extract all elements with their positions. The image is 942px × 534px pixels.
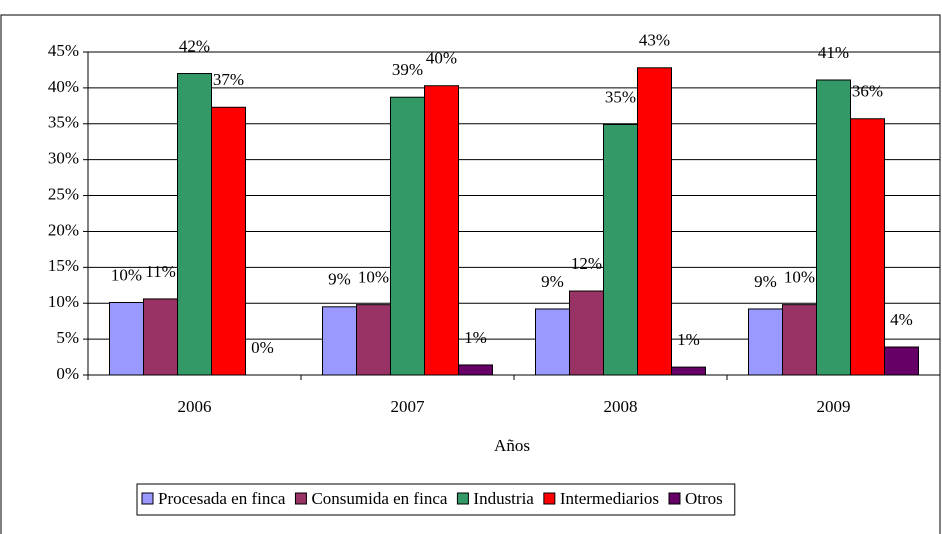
y-tick-label: 0% [56, 364, 79, 383]
bar [322, 306, 357, 376]
value-label: 0% [251, 338, 274, 357]
legend-label: Otros [685, 489, 723, 508]
bar [637, 67, 672, 376]
value-label: 1% [677, 330, 700, 349]
y-tick-label: 5% [56, 328, 79, 347]
legend-label: Industria [473, 489, 534, 508]
y-tick-label: 20% [48, 220, 79, 239]
value-label: 42% [179, 36, 210, 55]
bar [109, 302, 144, 376]
x-tick-label: 2006 [178, 397, 212, 416]
bar [748, 308, 783, 376]
bar [569, 290, 604, 376]
y-tick-label: 45% [48, 41, 79, 60]
legend-swatch [668, 492, 681, 505]
value-label: 1% [464, 328, 487, 347]
x-tick-label: 2009 [817, 397, 851, 416]
y-tick-label: 30% [48, 149, 79, 168]
value-label: 37% [213, 70, 244, 89]
bar [816, 79, 851, 376]
value-label: 10% [111, 265, 142, 284]
value-label: 12% [571, 254, 602, 273]
value-label: 9% [541, 272, 564, 291]
bar [535, 308, 570, 376]
y-tick-label: 35% [48, 113, 79, 132]
bar [782, 304, 817, 376]
x-tick-label: 2008 [604, 397, 638, 416]
value-label: 36% [852, 82, 883, 101]
x-axis-title: Años [494, 436, 530, 455]
bar [177, 73, 212, 376]
value-label: 39% [392, 60, 423, 79]
value-label: 41% [818, 43, 849, 62]
bar [884, 346, 919, 376]
bar [603, 123, 638, 376]
value-label: 4% [890, 310, 913, 329]
legend-swatch [456, 492, 469, 505]
value-label: 10% [784, 268, 815, 287]
legend-label: Consumida en finca [311, 489, 447, 508]
value-label: 35% [605, 87, 636, 106]
value-label: 11% [145, 262, 176, 281]
y-tick-label: 40% [48, 77, 79, 96]
legend [136, 483, 736, 516]
y-tick-label: 25% [48, 184, 79, 203]
bar [390, 96, 425, 376]
bar [850, 118, 885, 376]
bar [671, 366, 706, 376]
y-tick-label: 10% [48, 292, 79, 311]
bar [458, 364, 493, 376]
legend-label: Procesada en finca [158, 489, 286, 508]
chart-frame [0, 14, 941, 534]
value-label: 40% [426, 49, 457, 68]
legend-swatch [294, 492, 307, 505]
value-label: 43% [639, 31, 670, 50]
legend-swatch [141, 492, 154, 505]
legend-label: Intermediarios [560, 489, 659, 508]
legend-swatch [543, 492, 556, 505]
y-tick-label: 15% [48, 256, 79, 275]
bar [211, 106, 246, 376]
value-label: 10% [358, 268, 389, 287]
bar [143, 298, 178, 376]
value-label: 9% [754, 272, 777, 291]
bar [356, 304, 391, 376]
value-label: 9% [328, 270, 351, 289]
x-tick-label: 2007 [391, 397, 426, 416]
bar [424, 85, 459, 376]
